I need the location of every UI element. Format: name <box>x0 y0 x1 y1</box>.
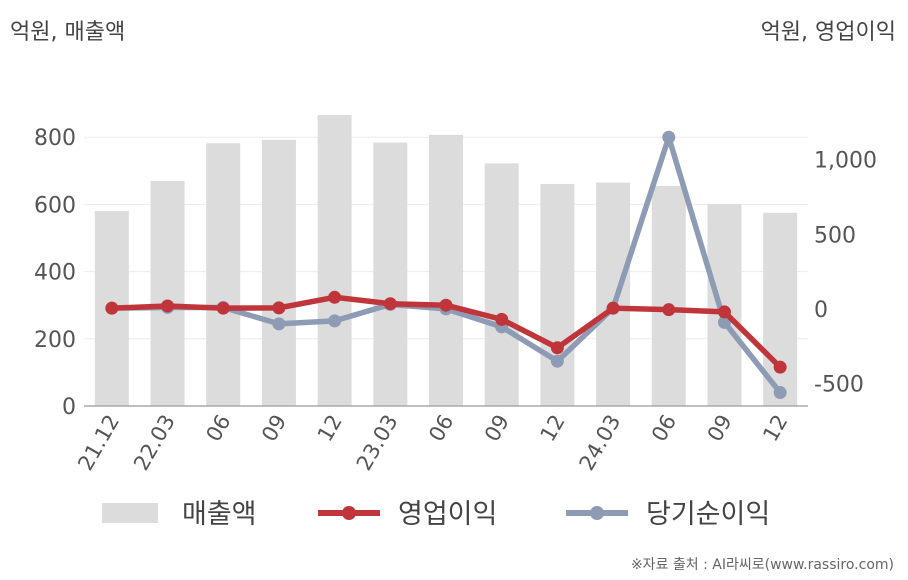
point-당기순이익 <box>773 386 787 400</box>
right-axis-unit: 억원, 영업이익 <box>760 20 896 45</box>
bar-매출액 <box>373 142 408 407</box>
x-axis-tick-label: 23.03 <box>352 411 403 475</box>
legend-swatch-매출액 <box>102 503 158 523</box>
left-axis-unit: 억원, 매출액 <box>10 20 126 45</box>
bar-매출액 <box>763 212 798 406</box>
point-영업이익 <box>662 303 676 317</box>
legend-marker-영업이익 <box>342 506 356 520</box>
point-영업이익 <box>773 360 787 374</box>
bar-매출액 <box>429 134 463 406</box>
left-axis-tick-label: 400 <box>34 261 76 286</box>
point-당기순이익 <box>328 314 342 328</box>
point-영업이익 <box>495 312 509 326</box>
bar-매출액 <box>540 183 575 406</box>
bar-매출액 <box>206 143 241 407</box>
x-axis-tick-label: 22.03 <box>129 411 180 475</box>
bar-매출액 <box>651 185 686 406</box>
bar-매출액 <box>484 163 519 406</box>
bar-매출액 <box>150 180 185 406</box>
x-axis-tick-label: 21.12 <box>73 411 124 475</box>
left-axis-tick-label: 200 <box>34 328 76 353</box>
legend-marker-당기순이익 <box>590 506 604 520</box>
point-영업이익 <box>717 305 731 319</box>
source-note: ※자료 출처 : AI라씨로(www.rassiro.com) <box>630 557 894 573</box>
bar-매출액 <box>317 115 352 407</box>
left-axis-tick-label: 800 <box>34 126 76 151</box>
point-당기순이익 <box>272 317 286 331</box>
point-당기순이익 <box>550 354 564 368</box>
point-영업이익 <box>161 299 175 313</box>
point-당기순이익 <box>662 130 676 144</box>
point-영업이익 <box>383 297 397 311</box>
right-axis-tick-label: 1,000 <box>814 149 877 174</box>
bar-매출액 <box>707 204 742 406</box>
point-영업이익 <box>550 341 564 355</box>
x-axis-tick-label: 06 <box>201 411 235 446</box>
legend-label-당기순이익: 당기순이익 <box>646 499 770 530</box>
right-axis-tick-label: -500 <box>814 373 864 398</box>
x-axis-tick-label: 12 <box>536 411 570 446</box>
x-axis-tick-label: 12 <box>313 411 347 446</box>
point-영업이익 <box>105 301 119 315</box>
x-axis-tick-label: 06 <box>424 411 458 446</box>
right-axis-tick-label: 0 <box>814 298 828 323</box>
point-영업이익 <box>216 301 230 315</box>
x-axis-tick-label: 24.03 <box>575 411 626 475</box>
left-axis-tick-label: 0 <box>62 395 76 420</box>
x-axis-tick-label: 09 <box>703 411 737 446</box>
point-영업이익 <box>606 301 620 315</box>
x-axis-tick-label: 09 <box>257 411 291 446</box>
x-axis-tick-label: 12 <box>758 411 792 446</box>
legend-label-매출액: 매출액 <box>182 499 257 530</box>
point-영업이익 <box>328 290 342 304</box>
bar-매출액 <box>261 139 296 406</box>
bar-매출액 <box>596 182 631 406</box>
legend-label-영업이익: 영업이익 <box>398 499 497 530</box>
right-axis-tick-label: 500 <box>814 223 856 248</box>
point-영업이익 <box>272 301 286 315</box>
x-axis-tick-label: 06 <box>647 411 681 446</box>
left-axis-tick-label: 600 <box>34 193 76 218</box>
point-당기순이익 <box>717 315 731 329</box>
x-axis-tick-label: 09 <box>480 411 514 446</box>
point-영업이익 <box>439 298 453 312</box>
